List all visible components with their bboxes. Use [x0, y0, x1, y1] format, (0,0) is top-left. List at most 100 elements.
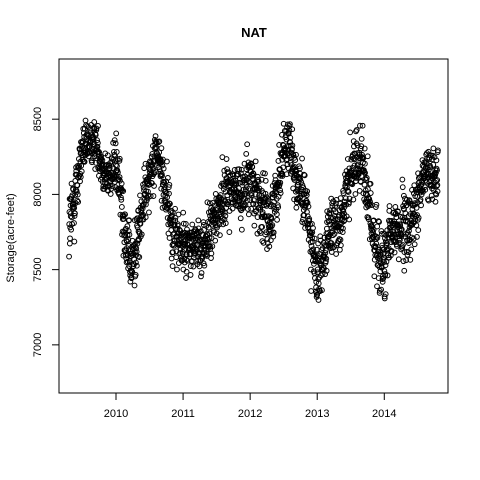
data-point [429, 152, 436, 159]
data-point [264, 236, 271, 242]
data-point [308, 288, 315, 294]
data-point [159, 172, 165, 179]
data-point [361, 145, 368, 152]
data-point [344, 156, 351, 162]
data-point [405, 240, 412, 246]
data-point [372, 243, 379, 250]
data-point [269, 222, 276, 229]
data-point [89, 159, 95, 166]
data-point [272, 188, 278, 195]
data-point [360, 155, 367, 162]
data-point [222, 213, 229, 219]
data-point [243, 151, 250, 157]
data-point [400, 242, 406, 248]
data-point [176, 226, 183, 233]
data-point [274, 216, 280, 223]
data-point [414, 234, 420, 240]
data-point [68, 226, 75, 233]
data-point [398, 226, 405, 233]
data-point [79, 139, 86, 146]
data-point [94, 137, 100, 144]
data-point [262, 170, 268, 177]
data-point [118, 204, 125, 210]
data-point [112, 140, 119, 147]
data-point [280, 164, 287, 171]
data-point [165, 184, 172, 191]
data-point [357, 122, 363, 129]
data-point [169, 263, 176, 270]
data-point [156, 149, 163, 156]
data-point [267, 203, 274, 210]
data-point [379, 278, 386, 285]
data-point [163, 190, 170, 197]
data-point [322, 271, 329, 278]
data-point [358, 179, 364, 185]
data-point [332, 203, 339, 210]
data-point [222, 220, 229, 227]
data-point [425, 148, 432, 155]
data-point [69, 192, 76, 199]
data-point [315, 297, 322, 303]
data-point [71, 213, 78, 219]
data-point [435, 147, 441, 154]
data-point [370, 229, 376, 236]
data-point [160, 165, 167, 172]
data-point [248, 192, 255, 199]
data-point [265, 198, 271, 204]
data-point [208, 250, 215, 257]
data-point [118, 180, 125, 187]
data-point [432, 172, 439, 179]
data-point [370, 226, 377, 233]
data-point [430, 145, 437, 152]
data-point [408, 246, 415, 253]
data-point [293, 204, 300, 211]
data-point [277, 187, 283, 194]
chart-title: NAT [241, 25, 267, 40]
data-point [340, 218, 347, 225]
data-point [337, 200, 344, 207]
data-point [71, 238, 78, 245]
data-point [250, 201, 257, 207]
data-point [303, 192, 310, 199]
data-point [252, 191, 259, 198]
data-point [182, 221, 189, 227]
data-point [246, 163, 253, 170]
data-point [434, 167, 440, 174]
data-point [318, 272, 325, 279]
data-point [68, 180, 75, 187]
data-point [372, 204, 379, 210]
data-point [107, 191, 114, 197]
data-point [346, 195, 353, 202]
data-point [81, 158, 88, 165]
data-point [184, 226, 190, 233]
data-point [164, 158, 170, 165]
y-tick-label: 7000 [32, 333, 44, 357]
data-point [327, 207, 333, 214]
data-point [73, 189, 80, 195]
data-point [159, 162, 166, 169]
data-point [430, 183, 437, 190]
data-point [66, 253, 72, 260]
data-point [213, 230, 220, 237]
data-point [287, 134, 294, 141]
data-point [405, 231, 411, 238]
data-point [126, 231, 133, 238]
data-point [77, 174, 84, 180]
data-point [172, 205, 178, 212]
data-point [111, 137, 118, 144]
data-point [283, 171, 290, 178]
data-point [401, 267, 408, 274]
data-point [161, 184, 168, 191]
data-point [301, 212, 308, 219]
data-point [297, 176, 304, 183]
data-point [353, 127, 360, 133]
data-point [404, 251, 411, 258]
data-point [118, 196, 125, 203]
data-point [404, 196, 410, 203]
data-point [150, 193, 157, 199]
data-point [351, 162, 358, 169]
data-point [180, 220, 187, 227]
y-tick-label: 8000 [32, 182, 44, 206]
data-point [363, 175, 370, 181]
data-point [118, 194, 124, 201]
